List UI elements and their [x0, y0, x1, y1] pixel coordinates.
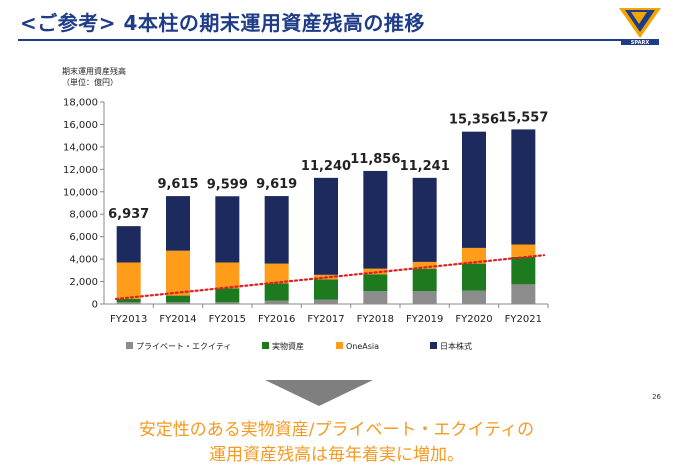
legend-label: 日本株式	[440, 341, 472, 351]
bar-segment-oneasia	[116, 262, 141, 299]
legend-swatch	[336, 342, 343, 349]
bar-segment-japan-equity	[363, 170, 388, 269]
down-arrow-icon	[265, 380, 373, 406]
title-underline	[18, 39, 623, 41]
y-tick-label: 2,000	[69, 277, 98, 288]
legend-label: プライベート・エクイティ	[136, 342, 231, 351]
bar-segment-real-assets	[462, 263, 486, 291]
bar-segment-oneasia	[511, 244, 536, 257]
bar-total-label: 11,856	[350, 152, 400, 167]
bar-total-label: 11,240	[301, 159, 351, 174]
y-tick-label: 12,000	[63, 165, 98, 176]
bar-total-label: 11,241	[400, 159, 450, 174]
bar-segment-oneasia	[264, 263, 289, 284]
sparx-logo-icon: SPARX	[619, 8, 661, 46]
bar-total-label: 9,619	[256, 177, 297, 192]
bar-segment-private-equity	[511, 284, 536, 304]
bar-segment-real-assets	[314, 279, 338, 300]
legend-label: 実物資産	[272, 341, 304, 351]
bar-segment-oneasia	[462, 247, 486, 264]
bar-segment-japan-equity	[314, 177, 338, 275]
logo-text: SPARX	[631, 40, 650, 46]
bar-total-label: 9,599	[207, 177, 248, 192]
x-tick-label: FY2020	[455, 314, 492, 325]
x-tick-label: FY2016	[258, 314, 295, 325]
bar-segment-real-assets	[166, 295, 190, 303]
bar-segment-real-assets	[116, 298, 141, 303]
bar-total-label: 6,937	[108, 207, 149, 222]
bar-segment-private-equity	[166, 302, 190, 304]
y-tick-label: 18,000	[63, 98, 98, 109]
stacked-bar-chart: 0 2,000 4,000 6,000 8,000 10,000 12,000 14,000 1…	[63, 98, 549, 351]
y-tick-label: 10,000	[63, 187, 98, 198]
x-tick-label: FY2018	[357, 314, 394, 325]
bar-segment-private-equity	[412, 291, 437, 304]
y-tick-label: 4,000	[69, 255, 98, 266]
unit-label-line2: （単位：億円）	[62, 78, 118, 87]
bar-segment-private-equity	[116, 302, 141, 304]
bar-segment-private-equity	[215, 302, 240, 304]
x-tick-label: FY2014	[159, 314, 196, 325]
x-tick-label: FY2021	[505, 314, 542, 325]
legend-label: OneAsia	[346, 342, 379, 351]
bar-segment-real-assets	[215, 288, 240, 303]
legend-swatch	[262, 342, 269, 349]
x-tick-label: FY2015	[209, 314, 246, 325]
x-tick-label: FY2019	[406, 314, 443, 325]
bar-segment-japan-equity	[511, 129, 536, 245]
slide-header: <ご参考> 4本柱の期末運用資産残高の推移 SPARX	[0, 0, 673, 46]
unit-label-line1: 期末運用資産残高	[62, 67, 126, 76]
bar-segment-japan-equity	[215, 196, 240, 263]
bar-segment-private-equity	[363, 291, 388, 304]
message-line-1: 安定性のある実物資産/プライベート・エクイティの	[138, 420, 535, 440]
bar-segment-oneasia	[166, 250, 190, 296]
y-tick-label: 16,000	[63, 120, 98, 131]
bar-total-label: 15,356	[449, 113, 499, 128]
bar-segment-japan-equity	[116, 226, 141, 263]
bar-segment-japan-equity	[264, 196, 289, 264]
page-number: 26	[652, 393, 661, 401]
bar-segment-private-equity	[264, 300, 289, 304]
bar-segment-private-equity	[314, 299, 338, 304]
bar-segment-japan-equity	[166, 196, 190, 251]
bar-total-label: 9,615	[157, 177, 198, 192]
bar-segment-real-assets	[363, 274, 388, 292]
trend-line	[114, 254, 546, 301]
y-tick-label: 14,000	[63, 142, 98, 153]
x-tick-label: FY2017	[307, 314, 344, 325]
bar-total-label: 15,557	[498, 110, 548, 125]
bar-segment-real-assets	[264, 283, 289, 301]
legend-swatch	[126, 342, 133, 349]
bar-segment-private-equity	[462, 290, 486, 304]
legend-swatch	[430, 342, 437, 349]
y-tick-label: 8,000	[69, 210, 98, 221]
slide-title: <ご参考> 4本柱の期末運用資産残高の推移	[20, 11, 425, 35]
bar-segment-real-assets	[412, 268, 437, 292]
bar-segment-japan-equity	[412, 177, 437, 262]
bar-segment-oneasia	[215, 262, 240, 289]
y-tick-label: 6,000	[69, 232, 98, 243]
bar-segment-real-assets	[511, 256, 536, 285]
x-tick-label: FY2013	[110, 314, 147, 325]
bar-segment-japan-equity	[462, 131, 486, 248]
unit-label: 期末運用資産残高 （単位：億円）	[62, 66, 126, 88]
y-tick-label: 0	[92, 300, 98, 311]
bar-segment-oneasia	[412, 261, 437, 269]
message-line-2: 運用資産残高は毎年着実に増加。	[209, 445, 464, 465]
